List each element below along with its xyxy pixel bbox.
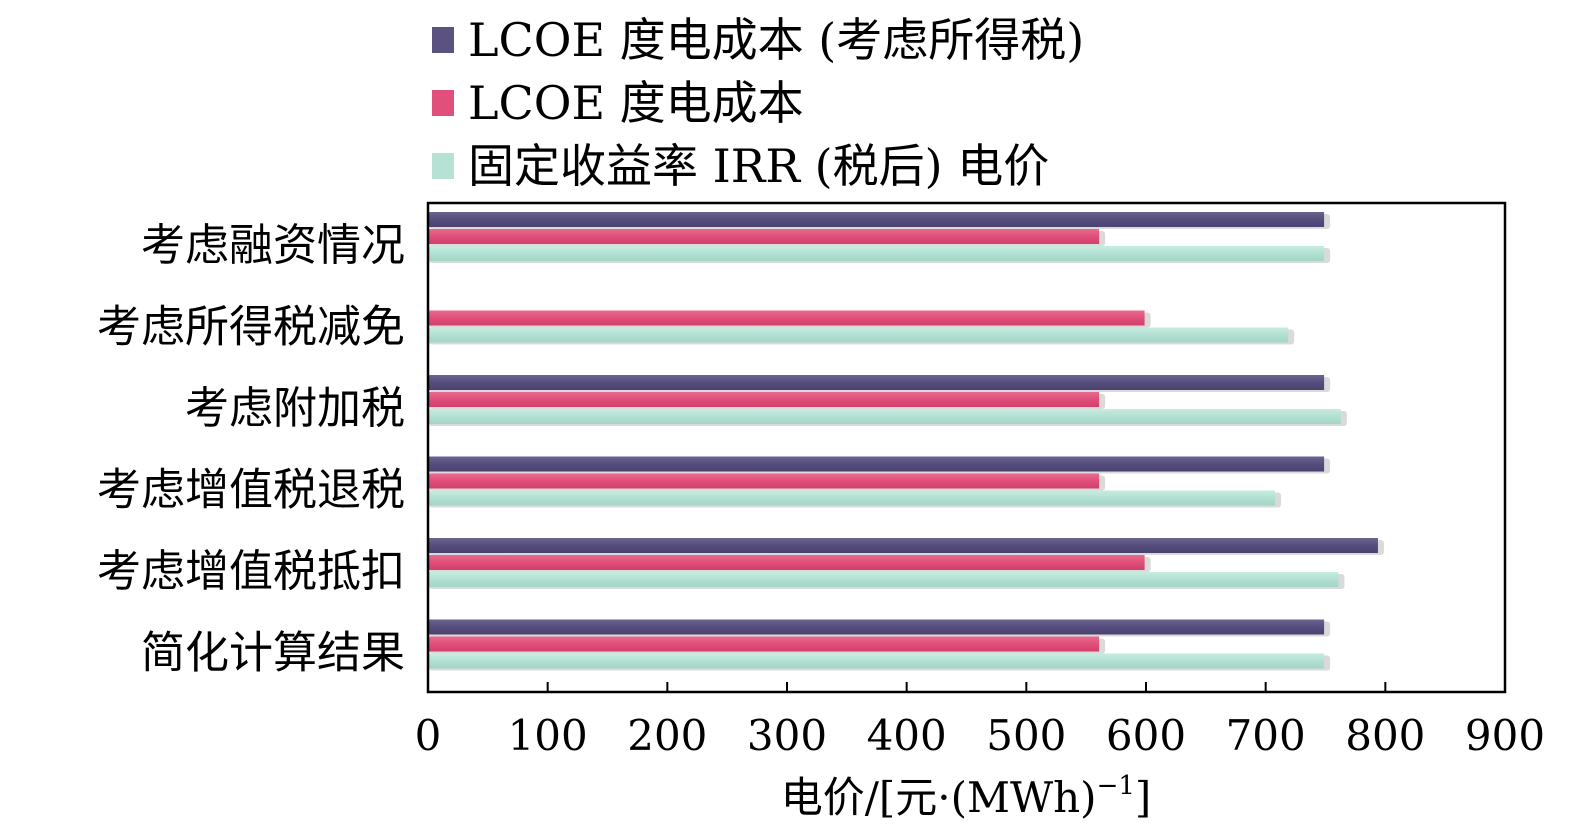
bar-s3-c4	[429, 490, 1276, 506]
x-tick-label-200: 200	[627, 711, 707, 760]
x-tick-label-100: 100	[508, 711, 588, 760]
legend-label-2: LCOE 度电成本	[468, 76, 804, 130]
plot-frame	[426, 201, 1507, 694]
bar-s1-c1	[429, 212, 1325, 227]
bar-s2-c6	[429, 636, 1100, 652]
category-label-6: 简化计算结果	[141, 627, 405, 678]
bar-s3-c5	[429, 572, 1339, 587]
x-tick-label-300: 300	[747, 711, 827, 760]
legend-label-1: LCOE 度电成本 (考虑所得税)	[468, 13, 1084, 67]
bar-s3-c6	[429, 653, 1325, 669]
x-tick-label-400: 400	[867, 711, 947, 760]
x-axis-label: 电价/[元·(MWh)−1]	[781, 771, 1152, 822]
legend-swatch-2	[432, 90, 454, 116]
bars-layer	[429, 212, 1384, 671]
x-tick-label-500: 500	[986, 711, 1066, 760]
legend-swatch-3	[432, 153, 454, 179]
bar-s3-c3	[429, 409, 1341, 424]
category-label-3: 考虑附加税	[185, 383, 405, 434]
bar-s2-c1	[429, 229, 1100, 244]
x-tick-label-900: 900	[1465, 711, 1545, 760]
category-label-4: 考虑增值税退税	[97, 464, 405, 515]
bar-s3-c2	[429, 327, 1289, 343]
bar-s2-c5	[429, 555, 1145, 570]
category-label-1: 考虑融资情况	[141, 220, 405, 271]
bar-s3-c1	[429, 246, 1325, 261]
bar-s2-c2	[429, 310, 1145, 326]
x-tick-label-700: 700	[1226, 711, 1306, 760]
bar-s1-c3	[429, 375, 1325, 390]
bar-s1-c6	[429, 619, 1325, 635]
x-tick-label-600: 600	[1106, 711, 1186, 760]
x-tick-label-800: 800	[1345, 711, 1425, 760]
bar-s1-c4	[429, 456, 1325, 472]
x-axis-ticks: 0 100 200 300 400 500 600 700 800 900	[415, 682, 1545, 760]
legend-swatch-1	[432, 27, 454, 53]
bar-s2-c4	[429, 473, 1100, 489]
legend-label-3: 固定收益率 IRR (税后) 电价	[468, 139, 1049, 193]
bar-s1-c5	[429, 538, 1378, 553]
x-tick-label-0: 0	[415, 711, 442, 760]
category-label-5: 考虑增值税抵扣	[97, 546, 405, 597]
category-label-2: 考虑所得税减免	[97, 301, 405, 352]
bar-s2-c3	[429, 392, 1100, 407]
